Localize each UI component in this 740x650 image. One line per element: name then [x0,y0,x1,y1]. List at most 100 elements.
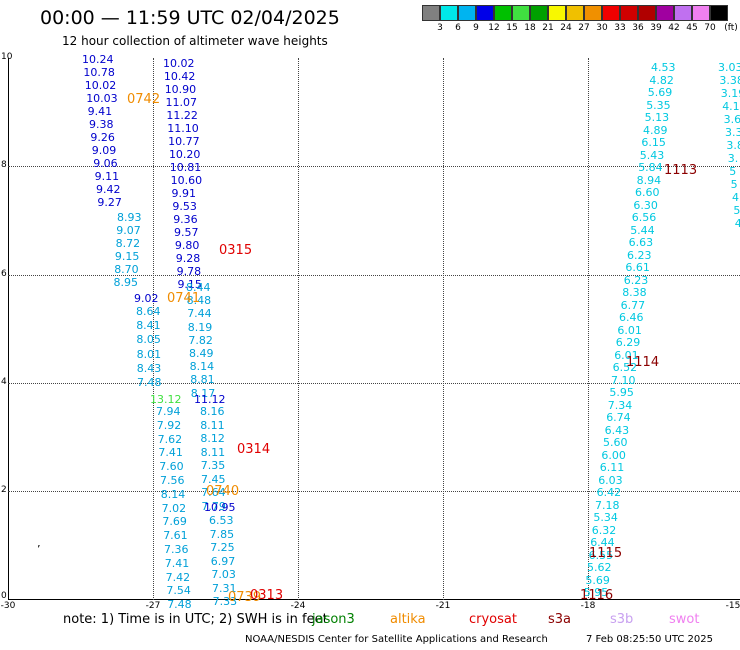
wave-height-value: 9.42 [96,183,121,196]
pass-time-label: 1114 [626,355,660,370]
wave-height-value: 3.6 [723,113,740,126]
wave-height-value: 9.27 [97,196,122,209]
y-tick-label: 10 [1,52,13,62]
wave-height-value: 7.61 [163,529,188,543]
wave-height-value: 8.12 [200,432,225,445]
wave-height-value: 5.44 [630,223,655,237]
wave-height-value: 10.95 [204,501,236,514]
wave-height-value: 11.07 [165,96,198,109]
wave-height-value: 3.8 [726,139,740,152]
wave-height-value: 11.12 [194,393,226,406]
wave-height-value: 9.11 [94,170,120,183]
pass-time-label: 0742 [127,92,161,107]
wave-height-value: 9.28 [175,252,201,265]
wave-height-value: 7.25 [210,541,235,554]
wave-height-value: 8.44 [186,281,211,294]
pass-time-label: 0741 [167,291,201,306]
wave-height-value: 4 [732,191,739,204]
wave-height-value: 11.10 [167,122,199,135]
wave-height-value: 8.64 [136,305,161,318]
wave-height-value: 8.43 [136,361,162,375]
colorbar-swatch [422,5,440,21]
wave-height-value: 7.54 [166,584,191,598]
map-subtitle: 12 hour collection of altimeter wave hei… [62,34,328,48]
wave-height-value: 7.92 [156,418,182,432]
pass-time-label: 0313 [250,588,284,603]
colorbar-swatch [440,5,458,21]
satellite-legend-item: jason3 [312,612,355,627]
wave-height-value: 6.44 [590,536,615,549]
wave-height-value: 7.64 [201,486,226,499]
wave-height-value: 8.95 [113,276,139,289]
wave-height-value: 10.77 [168,135,200,148]
wave-height-value: 9.78 [176,265,202,278]
wave-height-value: 5 [730,178,738,191]
wave-height-value: 6.56 [631,211,657,224]
colorbar-label: 33 [614,23,626,33]
wave-height-value: 10.03 [86,92,118,105]
wave-height-value: 9.41 [87,105,113,118]
wave-height-value: 5.95 [583,586,609,599]
wave-height-value: 6.00 [601,448,626,462]
wave-height-value: 7.94 [156,405,181,418]
credit-line: NOAA/NESDIS Center for Satellite Applica… [245,634,548,645]
colorbar-swatch [512,5,530,21]
wave-height-value: 7.56 [160,474,185,487]
wave-height-value: 11.22 [166,109,198,122]
wave-height-value: 8.17 [190,386,216,400]
y-tick-label: 2 [1,485,7,495]
colorbar-label: 24 [560,23,572,33]
wave-height-value: 5.84 [638,161,663,174]
colorbar-label: 42 [668,23,680,33]
wave-height-value: 8.05 [136,333,161,347]
wave-height-value: 13.12 [150,393,182,406]
lat-gridline [8,383,740,384]
track-point-marker: ’ [37,543,41,556]
wave-height-value: 6.03 [598,473,623,487]
wave-height-value: 6.55 [588,548,614,562]
wave-height-value: 7.69 [162,515,187,529]
colorbar-label: 18 [524,23,536,33]
pass-time-label: 1115 [589,546,623,561]
colorbar-label: 9 [473,23,479,33]
y-tick-label: 8 [1,160,7,170]
wave-height-value: 6.11 [599,461,625,474]
wave-height-value: 9.15 [177,278,202,291]
wave-height-value: 8.19 [187,320,213,334]
lon-gridline [153,58,154,600]
wave-height-value: 8.14 [160,487,186,501]
pass-time-label: 1116 [580,588,614,603]
wave-height-value: 6.01 [614,348,639,362]
wave-height-value: 10.02 [84,79,117,92]
colorbar-swatch [584,5,602,21]
wave-height-value: 4 [734,217,740,230]
wave-height-value: 7.62 [157,432,183,446]
wave-height-value: 3.03 [718,61,740,74]
colorbar-label: 30 [596,23,608,33]
colorbar-swatch [656,5,674,21]
wave-height-value: 9.38 [89,118,114,131]
wave-height-value: 8.01 [136,347,162,361]
wave-height-value: 7.45 [201,472,226,486]
satellite-legend-item: altika [390,612,426,627]
wave-height-value: 10.81 [169,161,202,174]
wave-height-value: 8.14 [189,360,215,374]
plot-frame [8,58,740,600]
colorbar-swatch [566,5,584,21]
wave-height-value: 7.44 [187,307,212,321]
wave-height-value: 6.32 [591,523,617,537]
wave-height-value: 5.69 [647,86,673,99]
wave-height-value: 7.85 [209,527,235,541]
wave-height-value: 7.03 [211,568,236,581]
colorbar-swatch [548,5,566,21]
wave-height-value: 3.3 [725,126,740,139]
wave-height-value: 6.53 [209,514,234,527]
wave-height-value: 3. [727,152,739,165]
wave-height-value: 6.97 [210,554,236,568]
wave-height-value: 4.89 [643,123,668,137]
lon-gridline [443,58,444,600]
wave-height-value: 10.78 [83,66,115,79]
colorbar-label: 70 [704,23,716,33]
wave-height-value: 7.42 [165,570,191,584]
footer-note: note: 1) Time is in UTC; 2) SWH is in fe… [63,612,328,627]
